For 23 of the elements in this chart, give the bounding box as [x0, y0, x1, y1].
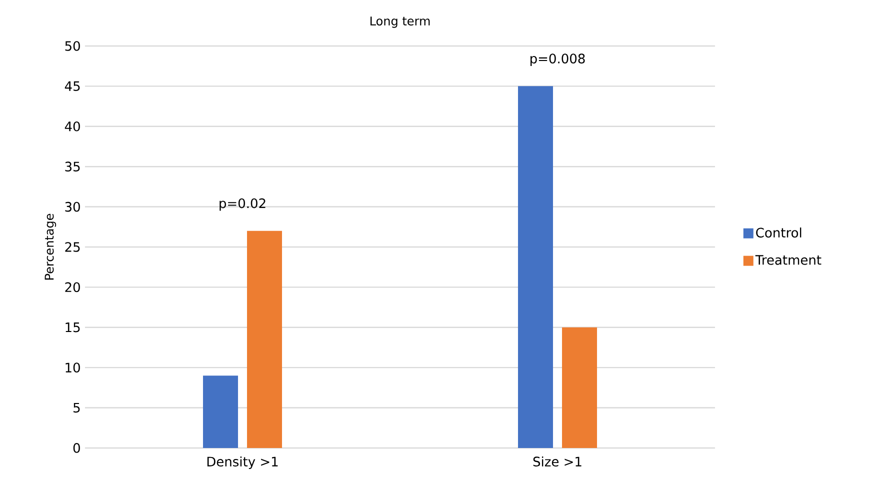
y-tick-label: 0 [73, 443, 80, 453]
y-tick-label: 40 [64, 121, 80, 132]
legend-label: Treatment [755, 255, 822, 265]
legend-label: Control [756, 228, 802, 238]
annotation: p=0.008 [530, 54, 585, 66]
y-tick-label: 25 [65, 242, 80, 252]
y-axis-title: Percentage [44, 214, 56, 280]
x-tick-label: Density >1 [207, 456, 278, 470]
y-tick-label: 30 [65, 202, 80, 212]
annotation: p=0.02 [220, 198, 266, 211]
bar [518, 86, 554, 448]
chart-title: Long term [370, 16, 430, 28]
bar [247, 230, 282, 448]
bar [203, 376, 238, 448]
y-tick-label: 20 [65, 282, 80, 292]
y-tick-label: 35 [65, 162, 80, 172]
y-tick-label: 50 [65, 41, 80, 51]
bar [562, 327, 598, 448]
y-tick-label: 45 [64, 81, 80, 92]
x-tick-label: Size >1 [533, 456, 582, 466]
y-tick-label: 15 [66, 322, 80, 332]
y-tick-label: 10 [66, 362, 80, 373]
y-tick-label: 5 [74, 402, 80, 413]
